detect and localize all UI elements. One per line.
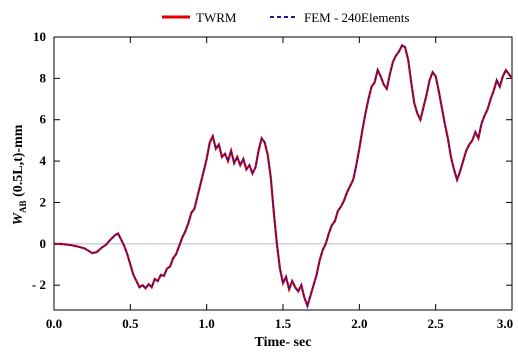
- y-tick-label: 10: [33, 29, 46, 44]
- y-tick-label: 0: [40, 236, 47, 251]
- y-axis-title-rest: (0.5L,t)-mm: [11, 124, 26, 200]
- y-axis-title-subscript: AB: [18, 200, 28, 213]
- x-tick-label: 0.0: [46, 316, 62, 331]
- series-line-twrm: [53, 43, 513, 310]
- x-tick-label: 1.0: [199, 316, 215, 331]
- y-tick-label: 6: [40, 112, 47, 127]
- x-axis: 0.0 0.5 1.0 1.5 2.0 2.5 3.0: [46, 37, 513, 331]
- x-axis-title: Time- sec: [255, 335, 312, 350]
- plot-frame: [53, 36, 513, 311]
- y-tick-label: - 2: [32, 277, 46, 292]
- legend-fem-label: FEM - 240Elements: [304, 10, 409, 25]
- x-tick-label: 0.5: [122, 316, 139, 331]
- x-tick-label: 2.5: [428, 316, 445, 331]
- y-tick-label: 4: [40, 153, 47, 168]
- legend: TWRM FEM - 240Elements: [162, 10, 409, 25]
- x-tick-label: 2.0: [351, 316, 367, 331]
- x-tick-label: 1.5: [275, 316, 292, 331]
- y-axis-title-main: W: [11, 211, 26, 225]
- y-axis-title: WAB (0.5L,t)-mm: [11, 124, 28, 225]
- y-axis: - 2 0 2 4 6 8 10: [32, 29, 512, 292]
- x-tick-label: 3.0: [497, 316, 513, 331]
- y-tick-label: 2: [40, 194, 47, 209]
- series-line-fem-240elements: [53, 44, 513, 309]
- legend-twrm-label: TWRM: [196, 10, 237, 25]
- y-tick-label: 8: [40, 70, 47, 85]
